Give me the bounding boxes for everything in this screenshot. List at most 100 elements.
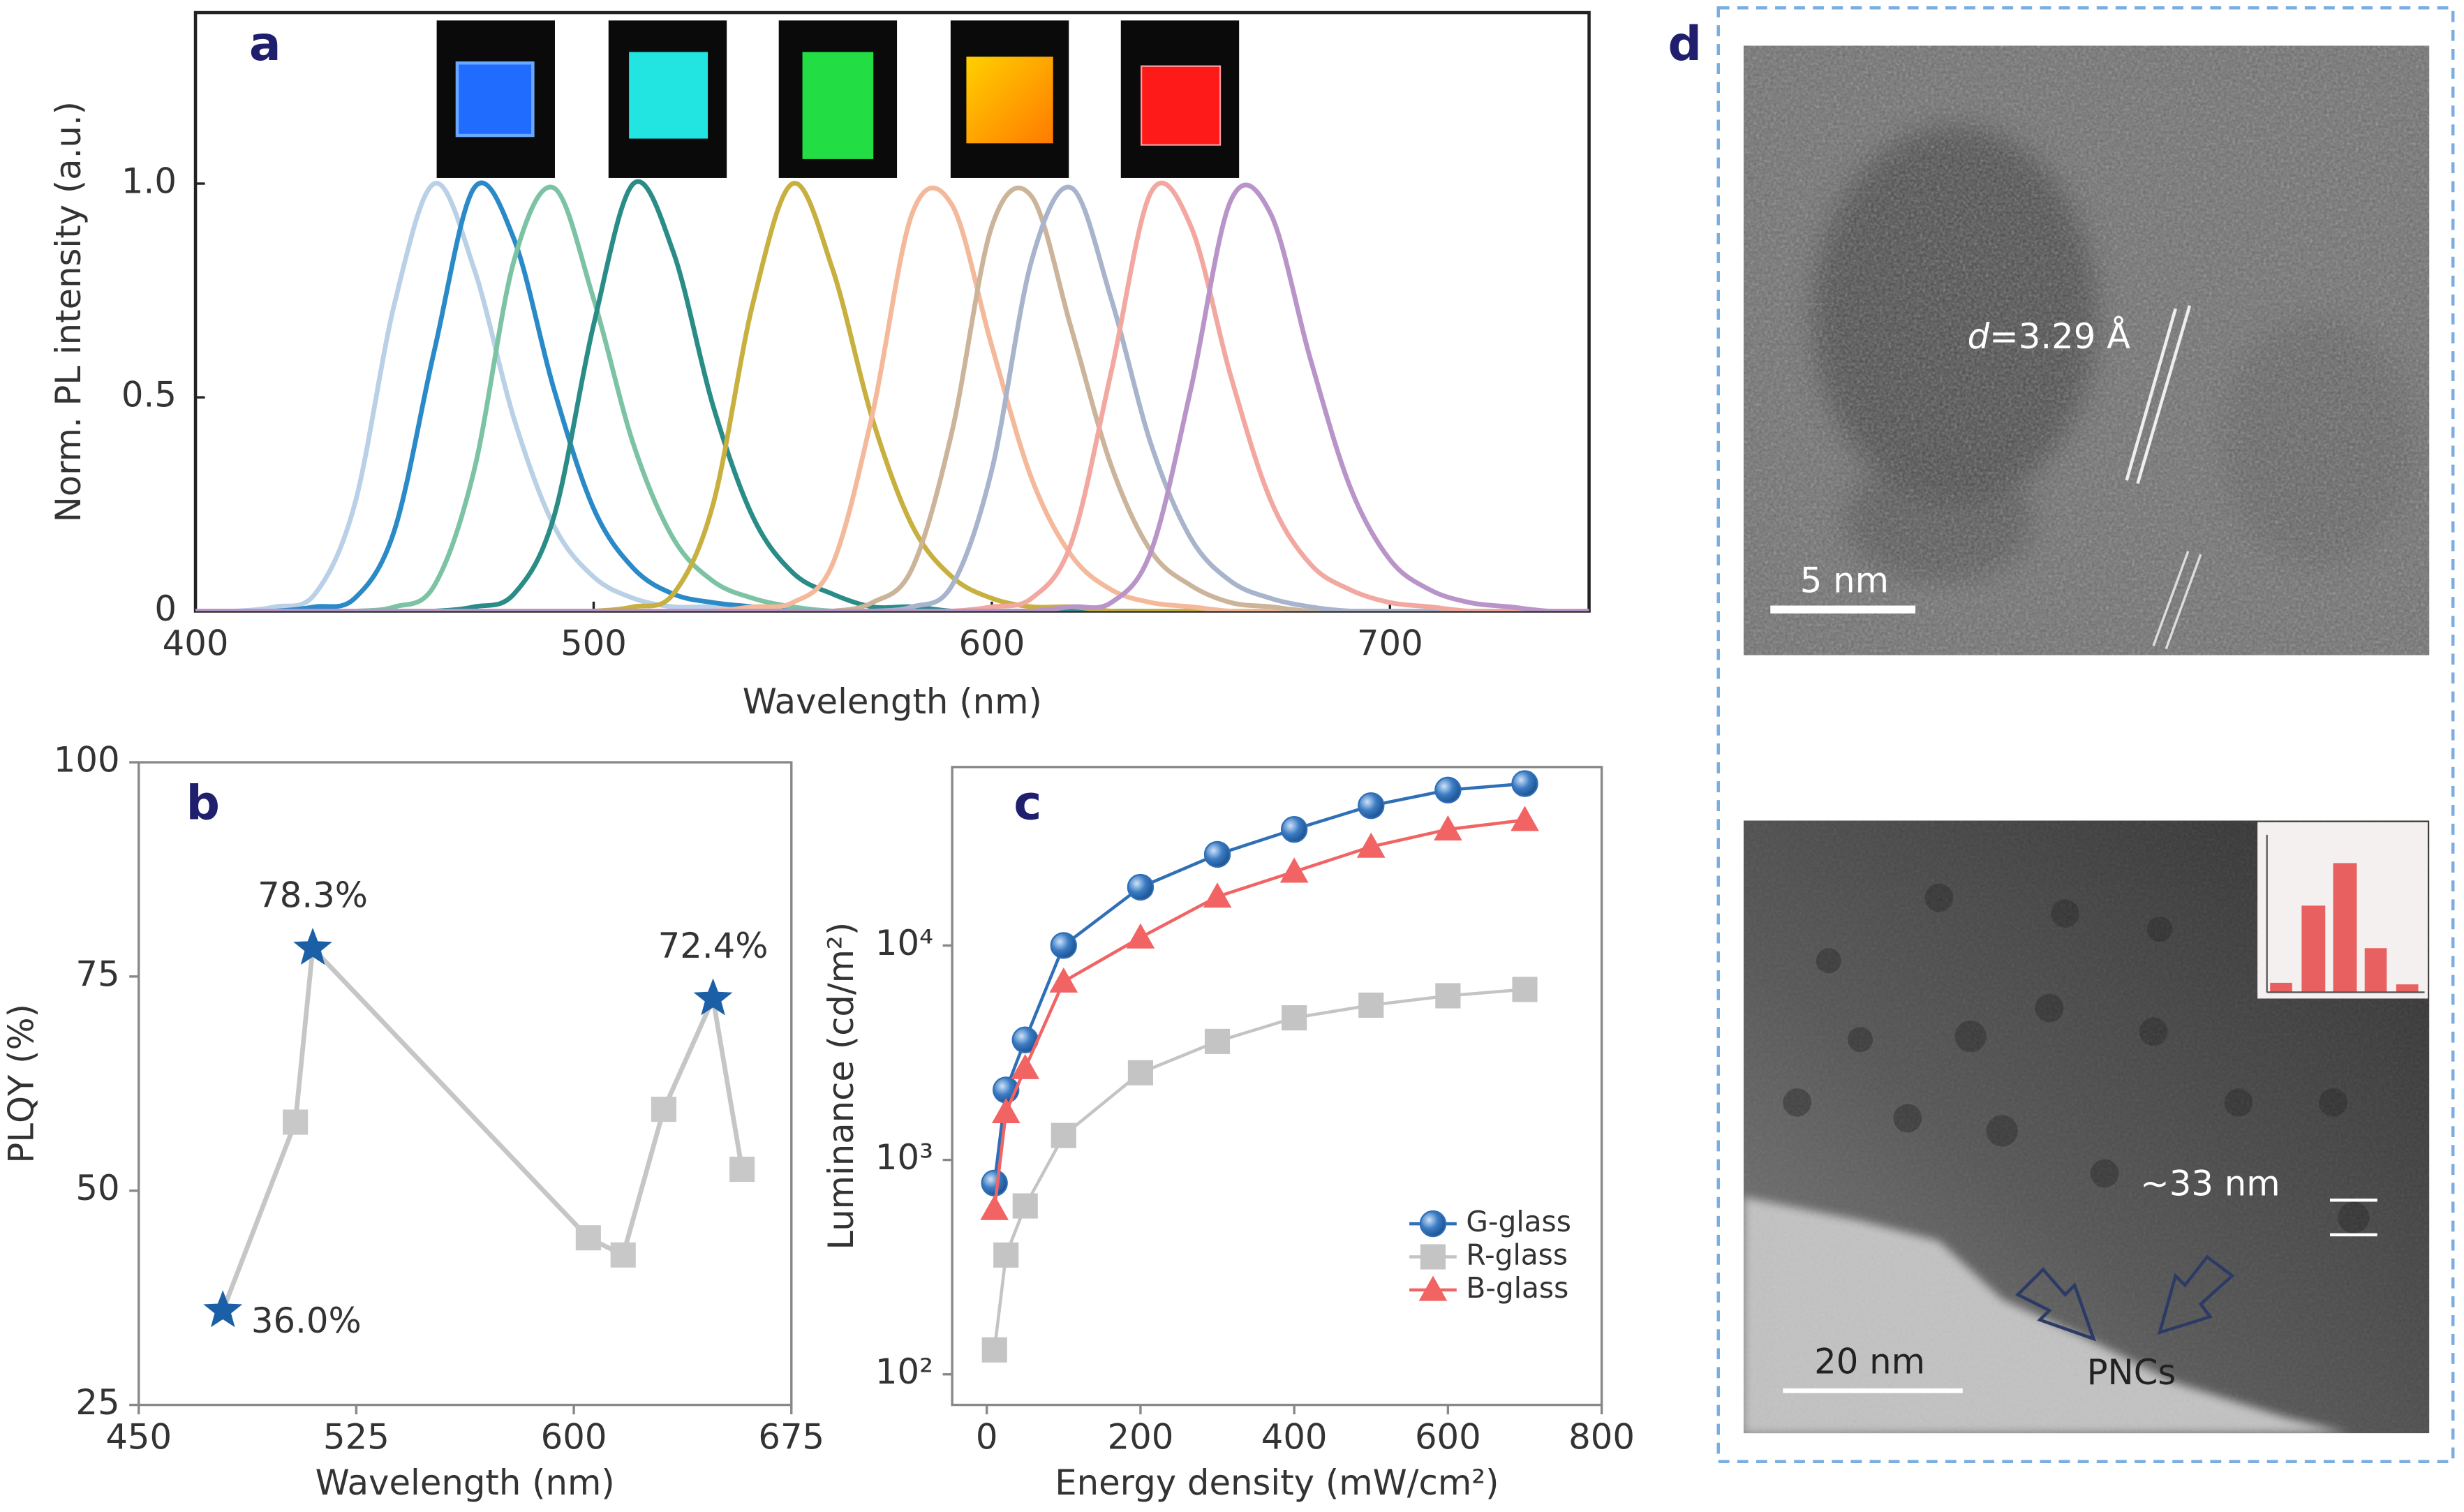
size-note: ~33 nm: [2140, 1163, 2280, 1203]
circle-marker: [1127, 873, 1155, 901]
triangle-marker: [1126, 923, 1155, 949]
spacing-value: =3.29 Å: [1989, 316, 2130, 357]
scale-bar-label: 20 nm: [1814, 1341, 1925, 1381]
square-marker: [1358, 992, 1384, 1018]
y-tick-label: 10³: [875, 1137, 933, 1178]
plot-frame: [951, 766, 1603, 1407]
x-tick-label: 450: [105, 1417, 172, 1458]
panel-d: d 5 nm d=3.29 Å: [1668, 6, 2455, 1464]
square-marker: [283, 1109, 309, 1135]
sample-photos: [436, 20, 1240, 178]
tem-image: [1743, 820, 2430, 1434]
series-line: [195, 182, 1589, 612]
triangle-marker: [991, 1097, 1021, 1124]
plot-frame: [138, 761, 793, 1407]
legend-label: R-glass: [1466, 1238, 1568, 1272]
y-tick-label: 25: [75, 1382, 119, 1423]
x-tick-label: 0: [976, 1417, 998, 1458]
x-tick-label: 700: [1357, 623, 1423, 664]
y-tick-label: 0.5: [121, 375, 177, 415]
series-line: [221, 942, 745, 1312]
panel-letter: a: [249, 16, 281, 71]
y-tick-label: 1.0: [121, 161, 177, 202]
x-tick-label: 675: [758, 1417, 824, 1458]
x-tick-label: 200: [1107, 1417, 1173, 1458]
panel-letter: d: [1668, 16, 1702, 71]
circle-marker: [1358, 792, 1385, 820]
x-tick-label: 600: [958, 623, 1025, 664]
x-tick-label: 500: [561, 623, 627, 664]
data-label: 72.4%: [658, 926, 769, 966]
y-tick-label: 75: [75, 954, 119, 994]
triangle-marker: [980, 1194, 1009, 1220]
legend-label: G-glass: [1466, 1205, 1571, 1238]
x-tick-label: 600: [541, 1417, 607, 1458]
circle-marker: [1203, 840, 1231, 868]
circle-marker: [1434, 776, 1462, 803]
square-marker: [981, 1337, 1007, 1363]
series-line: [195, 180, 1589, 612]
legend-label: B-glass: [1466, 1271, 1568, 1305]
series-line: [195, 181, 1589, 612]
x-tick-label: 525: [323, 1417, 389, 1458]
plot-area: [980, 770, 1539, 1363]
x-axis-label: Energy density (mW/cm²): [1055, 1462, 1499, 1503]
plot-area: [203, 928, 755, 1328]
series-line: [195, 185, 1589, 612]
star-marker: [203, 1290, 243, 1328]
triangle-marker: [1356, 832, 1386, 858]
square-marker: [729, 1156, 755, 1183]
triangle-marker: [1011, 1053, 1040, 1079]
y-tick-label: 0: [154, 588, 177, 629]
x-axis-label: Wavelength (nm): [743, 681, 1042, 722]
y-axis-label: Norm. PL intensity (a.u.): [48, 101, 89, 522]
spacing-symbol: d: [1968, 316, 1990, 357]
series-line: [993, 988, 1525, 1351]
panel-letter: b: [186, 776, 221, 831]
x-tick-label: 400: [163, 623, 229, 664]
triangle-marker: [1203, 882, 1232, 908]
y-axis-label: PLQY (%): [1, 1004, 41, 1164]
y-axis-label: Luminance (cd/m²): [821, 922, 861, 1250]
square-marker: [1512, 977, 1538, 1002]
series-line: [195, 185, 1589, 612]
series-line: [993, 818, 1525, 1210]
triangle-marker: [1418, 1275, 1448, 1301]
x-tick-label: 400: [1261, 1417, 1328, 1458]
x-tick-label: 600: [1415, 1417, 1481, 1458]
square-marker: [1127, 1060, 1153, 1085]
square-marker: [651, 1097, 676, 1122]
square-marker: [1420, 1244, 1446, 1270]
y-tick-label: 10²: [875, 1351, 933, 1392]
series-line: [993, 782, 1525, 1184]
panel-letter: c: [1014, 776, 1041, 831]
plot-area: [195, 179, 1589, 612]
triangle-marker: [1511, 806, 1539, 831]
square-marker: [1051, 1122, 1076, 1148]
series-line: [195, 184, 1589, 612]
star-marker: [293, 928, 333, 965]
lattice-spacing: d=3.29 Å: [1968, 316, 2131, 357]
square-marker: [1012, 1193, 1038, 1219]
scale-bar-label: 5 nm: [1800, 560, 1889, 600]
star-marker: [693, 978, 733, 1016]
x-axis-label: Wavelength (nm): [316, 1462, 615, 1503]
series-line: [195, 181, 1589, 612]
arrow-label: PNCs: [2087, 1352, 2176, 1393]
circle-marker: [981, 1169, 1008, 1196]
triangle-marker: [1434, 815, 1462, 840]
y-tick-label: 100: [54, 740, 120, 780]
square-marker: [610, 1242, 636, 1268]
square-marker: [993, 1242, 1019, 1268]
circle-marker: [1511, 770, 1538, 797]
square-marker: [1435, 983, 1461, 1009]
circle-marker: [1050, 932, 1077, 959]
data-label: 78.3%: [258, 875, 368, 916]
triangle-marker: [1049, 967, 1078, 993]
y-tick-label: 50: [75, 1168, 119, 1208]
x-tick-label: 800: [1568, 1417, 1635, 1458]
square-marker: [1204, 1028, 1231, 1054]
hrtem-image: [1743, 45, 2430, 655]
square-marker: [1282, 1005, 1307, 1031]
